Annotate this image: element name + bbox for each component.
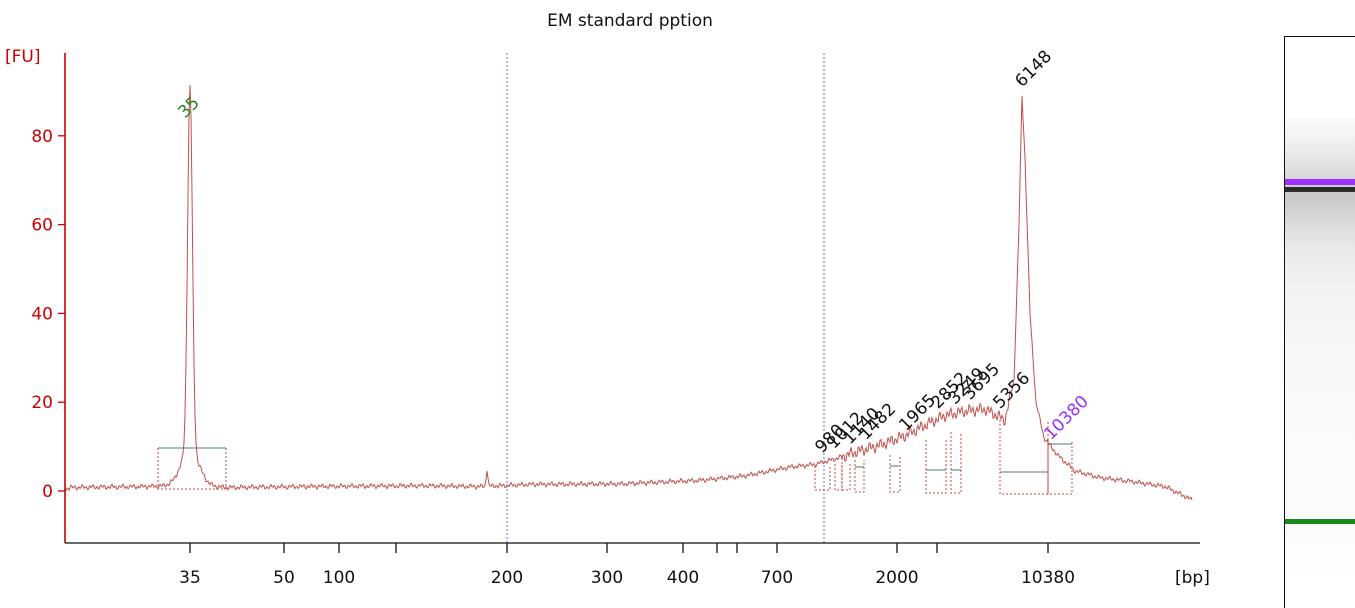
integration-box bbox=[1047, 440, 1073, 495]
gel-lane-background bbox=[1285, 117, 1355, 572]
gel-image-panel bbox=[1284, 36, 1355, 608]
integration-box bbox=[889, 455, 901, 493]
peak-label: 6148 bbox=[1011, 47, 1056, 92]
x-tick-label: 300 bbox=[591, 568, 623, 588]
integration-box bbox=[834, 464, 843, 491]
gel-lower-marker-band bbox=[1285, 519, 1355, 524]
y-tick-label: 0 bbox=[42, 482, 53, 502]
integration-box bbox=[841, 462, 851, 491]
peak-labels: 3598010121140148219652852324936955356614… bbox=[174, 47, 1092, 458]
peak-label: 35 bbox=[174, 93, 203, 122]
integration-box bbox=[950, 432, 962, 494]
integration-box bbox=[999, 420, 1049, 495]
electropherogram-trace bbox=[64, 84, 1193, 501]
peak-integration-boxes bbox=[157, 420, 1073, 495]
peak-label: 10380 bbox=[1040, 392, 1092, 444]
x-tick-label: 100 bbox=[323, 568, 355, 588]
x-tick-label: 400 bbox=[667, 568, 699, 588]
x-tick-label: 2000 bbox=[875, 568, 918, 588]
integration-box bbox=[925, 440, 947, 494]
axes: 0 20 40 60 80 35 50 100 200 300 400 700 2000 10380 bbox=[31, 53, 1200, 588]
integration-box bbox=[814, 466, 831, 491]
electropherogram-chart: EM standard pption [FU] [bp] 0 20 40 60 80 35… bbox=[5, 11, 1210, 588]
x-tick-label: 50 bbox=[273, 568, 295, 588]
y-tick-label: 20 bbox=[31, 393, 53, 413]
integration-box bbox=[854, 460, 865, 493]
y-tick-label: 60 bbox=[31, 216, 53, 236]
baseline-markers bbox=[158, 443, 1072, 473]
integration-box bbox=[157, 448, 227, 490]
y-tick-label: 40 bbox=[31, 304, 53, 324]
y-axis-unit-label: [FU] bbox=[5, 47, 41, 67]
y-tick-label: 80 bbox=[31, 127, 53, 147]
x-tick-label: 35 bbox=[179, 568, 201, 588]
x-tick-label: 700 bbox=[761, 568, 793, 588]
gel-upper-marker-band bbox=[1285, 179, 1355, 185]
x-tick-label: 10380 bbox=[1021, 568, 1075, 588]
x-tick-label: 200 bbox=[491, 568, 523, 588]
gel-main-band bbox=[1285, 187, 1355, 192]
x-axis-unit-label: [bp] bbox=[1175, 568, 1210, 588]
chart-title: EM standard pption bbox=[547, 11, 713, 31]
